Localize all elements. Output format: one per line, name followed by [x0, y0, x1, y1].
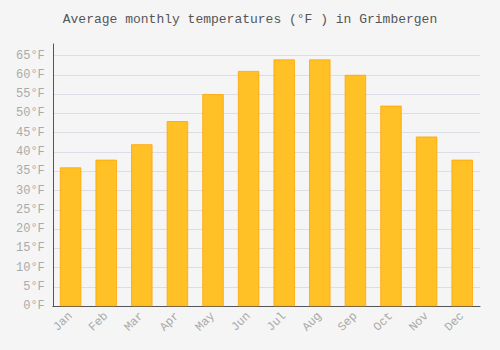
svg-text:Feb: Feb: [86, 309, 111, 334]
svg-text:Sep: Sep: [335, 309, 360, 334]
svg-text:Apr: Apr: [157, 309, 182, 334]
svg-text:Aug: Aug: [300, 309, 325, 334]
svg-text:Oct: Oct: [371, 309, 396, 334]
svg-text:Jul: Jul: [264, 309, 289, 334]
svg-text:Average monthly temperatures (: Average monthly temperatures (°F ) in Gr…: [63, 12, 437, 27]
svg-text:5°F: 5°F: [23, 280, 45, 294]
svg-text:45°F: 45°F: [16, 126, 45, 140]
svg-text:40°F: 40°F: [16, 145, 45, 159]
svg-text:10°F: 10°F: [16, 261, 45, 275]
svg-text:25°F: 25°F: [16, 203, 45, 217]
svg-text:Jun: Jun: [228, 309, 253, 334]
svg-text:20°F: 20°F: [16, 222, 45, 236]
svg-text:55°F: 55°F: [16, 87, 45, 101]
svg-text:35°F: 35°F: [16, 164, 45, 178]
svg-text:65°F: 65°F: [16, 49, 45, 63]
svg-text:Jan: Jan: [50, 309, 75, 334]
svg-text:60°F: 60°F: [16, 68, 45, 82]
svg-text:0°F: 0°F: [23, 299, 45, 313]
svg-text:30°F: 30°F: [16, 184, 45, 198]
svg-text:50°F: 50°F: [16, 106, 45, 120]
svg-text:Nov: Nov: [406, 309, 431, 334]
svg-text:Dec: Dec: [442, 309, 467, 334]
svg-text:15°F: 15°F: [16, 241, 45, 255]
svg-text:Mar: Mar: [122, 309, 147, 334]
svg-text:May: May: [193, 309, 218, 334]
